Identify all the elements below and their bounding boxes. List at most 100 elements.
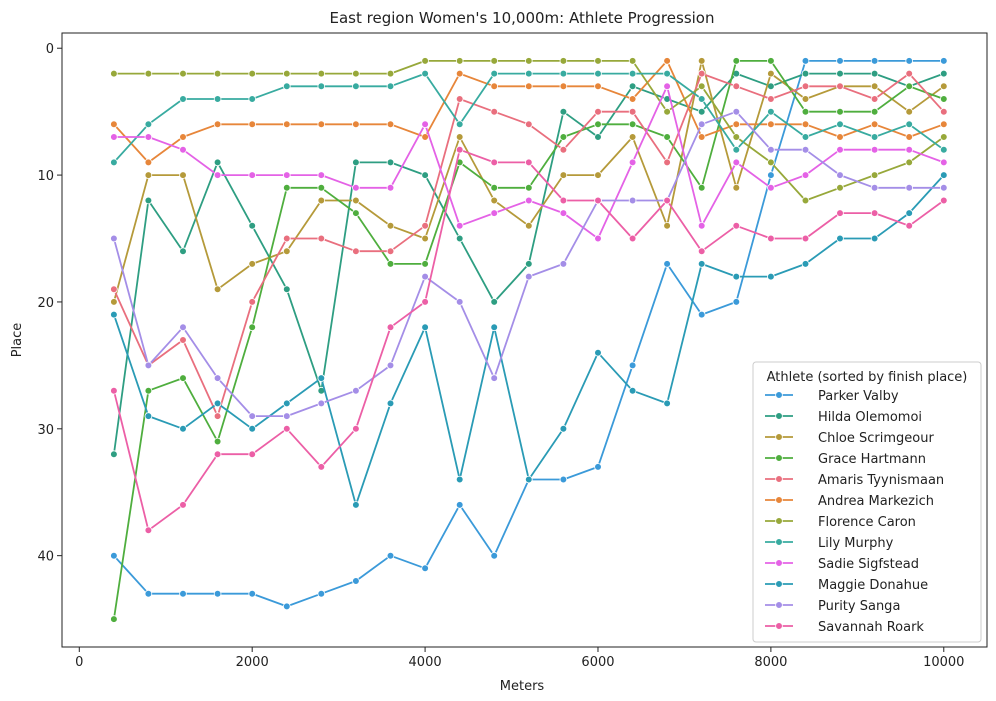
legend-marker [775, 517, 783, 525]
data-point [697, 222, 706, 230]
data-point [870, 95, 879, 103]
legend-marker [775, 475, 783, 483]
y-tick-label: 20 [37, 296, 54, 311]
data-point [801, 171, 810, 179]
data-point [421, 323, 429, 332]
data-point [110, 551, 118, 560]
legend-label: Sadie Sigfstead [818, 557, 919, 572]
data-point [905, 82, 913, 91]
data-point [836, 184, 844, 192]
data-point [455, 222, 464, 230]
data-point [144, 133, 153, 141]
data-point [386, 82, 395, 91]
data-point [801, 82, 810, 91]
data-point [559, 57, 568, 65]
data-point [352, 247, 360, 256]
x-tick-label: 10000 [923, 655, 964, 670]
data-point [836, 145, 844, 154]
data-point [144, 171, 153, 179]
data-point [352, 424, 360, 433]
data-point [628, 57, 637, 65]
data-point [663, 399, 671, 408]
data-point [490, 298, 499, 306]
data-point [628, 95, 637, 103]
series-2 [110, 69, 948, 459]
data-point [282, 424, 291, 433]
data-point [179, 95, 187, 103]
data-point [110, 120, 118, 129]
data-point [179, 336, 187, 344]
data-point [594, 171, 602, 179]
data-point [767, 145, 775, 154]
data-point [767, 57, 775, 65]
data-point [594, 196, 602, 205]
data-point [939, 120, 948, 129]
data-point [455, 95, 464, 103]
data-point [905, 209, 913, 217]
legend-marker [775, 454, 783, 462]
series-7 [110, 57, 948, 205]
data-point [628, 120, 637, 129]
data-point [663, 260, 671, 268]
data-point [559, 475, 568, 484]
data-point [559, 69, 568, 78]
y-tick-label: 30 [37, 423, 54, 438]
data-point [697, 133, 706, 141]
data-point [628, 361, 637, 370]
series-8 [110, 69, 948, 167]
data-point [213, 69, 222, 78]
data-point [317, 196, 326, 205]
legend-item: Purity Sanga [765, 599, 900, 614]
legend-item: Florence Caron [765, 515, 916, 530]
data-point [317, 82, 326, 91]
data-point [939, 69, 948, 78]
data-point [732, 145, 741, 154]
x-tick-label: 0 [75, 655, 83, 670]
data-point [110, 69, 118, 78]
data-point [905, 69, 913, 78]
legend-label: Maggie Donahue [818, 578, 928, 593]
data-point [352, 120, 360, 129]
data-point [213, 374, 222, 382]
data-point [697, 260, 706, 268]
data-point [836, 133, 844, 141]
data-point [870, 69, 879, 78]
data-point [455, 120, 464, 129]
data-point [317, 463, 326, 471]
data-point [248, 323, 257, 332]
data-point [524, 158, 533, 167]
data-point [144, 158, 153, 167]
legend-label: Andrea Markezich [818, 494, 934, 509]
data-point [352, 196, 360, 205]
data-point [248, 120, 257, 129]
data-point [594, 234, 602, 243]
data-point [559, 171, 568, 179]
legend-marker [775, 580, 783, 588]
data-point [559, 133, 568, 141]
series-12 [110, 145, 948, 535]
data-point [663, 222, 671, 230]
data-point [282, 234, 291, 243]
data-point [559, 424, 568, 433]
data-point [870, 107, 879, 116]
data-point [801, 107, 810, 116]
data-point [282, 602, 291, 611]
data-point [352, 158, 360, 167]
data-point [594, 57, 602, 65]
legend-items: Parker Valby Hilda Olemomoi Chloe Scrimgeo… [765, 389, 944, 635]
data-point [282, 412, 291, 420]
data-point [282, 184, 291, 192]
data-point [767, 107, 775, 116]
data-point [213, 285, 222, 294]
data-point [110, 133, 118, 141]
data-point [628, 107, 637, 116]
legend-box [752, 361, 982, 643]
data-point [490, 551, 499, 560]
data-point [386, 247, 395, 256]
data-point [767, 120, 775, 129]
data-point [421, 564, 429, 573]
data-point [559, 260, 568, 268]
data-point [455, 69, 464, 78]
legend-marker [775, 622, 783, 630]
data-point [213, 412, 222, 420]
